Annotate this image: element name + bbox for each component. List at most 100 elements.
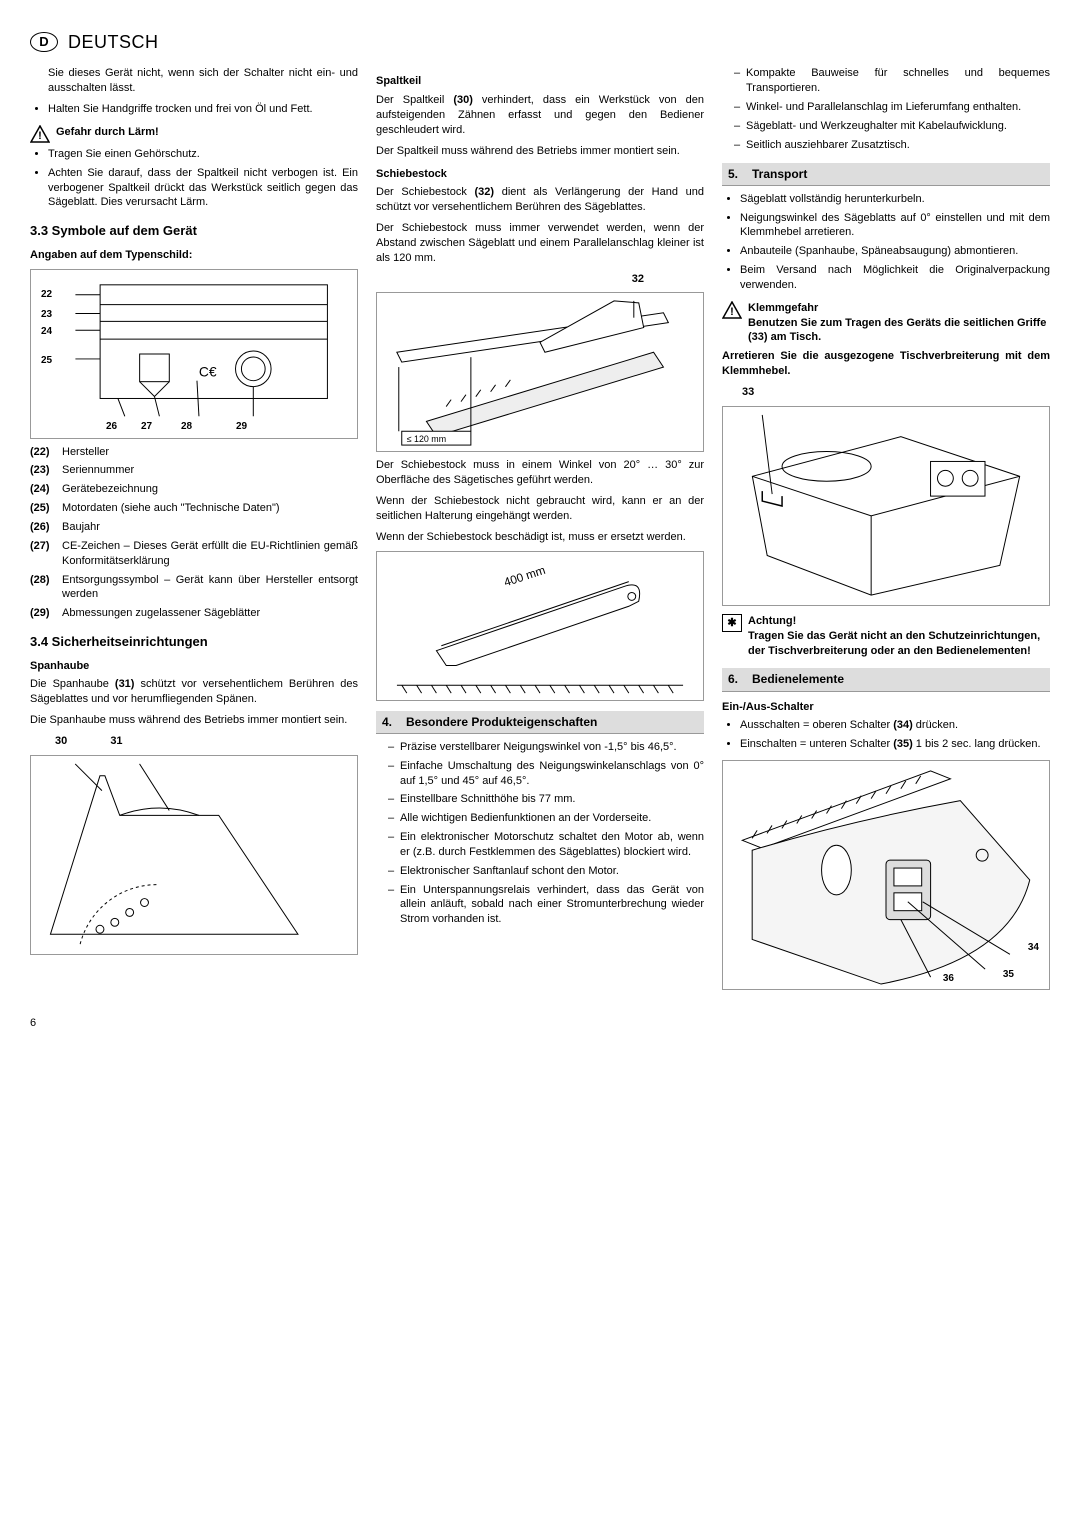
callout: 25 [41, 354, 52, 368]
legend-item: (26)Baujahr [30, 520, 358, 535]
subheading-typenschild: Angaben auf dem Typenschild: [30, 248, 358, 263]
intro-bullets: Halten Sie Handgriffe trocken und frei v… [30, 102, 358, 117]
legend-item: (24)Gerätebezeichnung [30, 482, 358, 497]
callout: 24 [41, 325, 52, 339]
list-item: Tragen Sie einen Gehörschutz. [48, 147, 358, 162]
column-2: Spaltkeil Der Spaltkeil (30) verhindert,… [376, 66, 704, 996]
subheading-einaus: Ein-/Aus-Schalter [722, 700, 1050, 715]
fig2-label-30: 30 [55, 735, 67, 747]
list-item: Sägeblatt vollständig herunterkur­beln. [740, 192, 1050, 207]
callout: 22 [41, 288, 52, 302]
callout: 34 [1028, 941, 1039, 955]
legend-item: (29)Abmessungen zugelassener Sägeblätter [30, 606, 358, 621]
figure-schiebestock-top: ≤ 120 mm [376, 292, 704, 452]
heading-3-3: 3.3 Symbole auf dem Gerät [30, 222, 358, 240]
fig5-label: 33 [742, 385, 1050, 400]
lang-header: D DEUTSCH [30, 30, 1050, 54]
schieb-p1: Der Schiebestock (32) dient als Verlän­g… [376, 185, 704, 215]
figure-transport [722, 406, 1050, 606]
fig3-label: 32 [376, 272, 704, 287]
spaltkeil-p1: Der Spaltkeil (30) verhindert, dass ein … [376, 93, 704, 138]
schieb-p4: Wenn der Schiebestock nicht gebraucht wi… [376, 494, 704, 524]
legend-item: (25)Motordaten (siehe auch "Technische D… [30, 501, 358, 516]
svg-text:≤ 120 mm: ≤ 120 mm [407, 435, 446, 445]
list-item: Elektronischer Sanftanlauf schont den Mo… [388, 864, 704, 879]
klemm-title: Klemmgefahr [748, 302, 818, 314]
column-3: Kompakte Bauweise für schnelles und bequ… [722, 66, 1050, 996]
schieb-p3: Der Schiebestock muss in einem Winkel vo… [376, 458, 704, 488]
section-title: Besondere Produkteigen­schaften [406, 714, 597, 730]
figure-schiebestock-side: 400 mm [376, 551, 704, 701]
section-num: 6. [728, 671, 752, 687]
fig2-label-31: 31 [110, 735, 122, 747]
legend-item: (27)CE-Zeichen – Dieses Gerät erfüllt di… [30, 539, 358, 569]
spanhaube-p1: Die Spanhaube (31) schützt vor verse­hen… [30, 677, 358, 707]
schieb-p5: Wenn der Schiebestock beschädigt ist, mu… [376, 530, 704, 545]
callout: 29 [236, 420, 247, 434]
warning-noise: ! Gefahr durch Lärm! [30, 125, 358, 143]
list-item: Kompakte Bauweise für schnelles und bequ… [734, 66, 1050, 96]
klemm-text: Benutzen Sie zum Tragen des Geräts die s… [748, 317, 1046, 344]
section-4-list: Präzise verstellbarer Neigungswin­kel vo… [376, 740, 704, 927]
attention-star-icon: ✱ [722, 614, 742, 632]
list-item: Ein elektronischer Motorschutz schaltet … [388, 830, 704, 860]
legend-item: (23)Seriennummer [30, 463, 358, 478]
list-item: Achten Sie darauf, dass der Spalt­keil n… [48, 166, 358, 211]
list-item: Präzise verstellbarer Neigungswin­kel vo… [388, 740, 704, 755]
callout: 27 [141, 420, 152, 434]
heading-3-4: 3.4 Sicherheitseinrichtungen [30, 633, 358, 651]
legend-item: (22)Hersteller [30, 445, 358, 460]
warning-noise-list: Tragen Sie einen Gehörschutz. Achten Sie… [30, 147, 358, 210]
section-title: Transport [752, 166, 807, 182]
callout: 36 [943, 972, 954, 986]
subheading-spanhaube: Spanhaube [30, 659, 358, 674]
column-1: Sie dieses Gerät nicht, wenn sich der Sc… [30, 66, 358, 996]
warning-klemm: ! Klemmgefahr Benutzen Sie zum Tragen de… [722, 301, 1050, 346]
svg-text:C€: C€ [199, 363, 217, 379]
section-5-list: Sägeblatt vollständig herunterkur­beln. … [722, 192, 1050, 293]
callout: 23 [41, 308, 52, 322]
warning-triangle-icon: ! [722, 301, 742, 319]
list-item: Ausschalten = oberen Schalter (34) drück… [740, 718, 1050, 733]
subheading-schiebestock: Schiebestock [376, 167, 704, 182]
intro-text-1: Sie dieses Gerät nicht, wenn sich der Sc… [30, 66, 358, 96]
section-6-head: 6. Bedienelemente [722, 668, 1050, 691]
warning-noise-title: Gefahr durch Lärm! [56, 125, 159, 140]
subheading-spaltkeil: Spaltkeil [376, 74, 704, 89]
page-number: 6 [30, 1016, 1050, 1031]
figure-typenschild: C€ 22 23 24 25 26 27 28 29 [30, 269, 358, 439]
spanhaube-p2: Die Spanhaube muss während des Betriebs … [30, 713, 358, 728]
spaltkeil-p2: Der Spaltkeil muss während des Betriebs … [376, 144, 704, 159]
typenschild-legend: (22)Hersteller (23)Seriennummer (24)Gerä… [30, 445, 358, 621]
achtung-text: Tragen Sie das Gerät nicht an den Schutz… [748, 630, 1040, 657]
content-columns: Sie dieses Gerät nicht, wenn sich der Sc… [30, 66, 1050, 996]
list-item: Einfache Umschaltung des Nei­gungswinkel… [388, 759, 704, 789]
lang-badge: D [30, 32, 58, 52]
list-item: Anbauteile (Spanhaube, Späneab­saugung) … [740, 244, 1050, 259]
section-title: Bedienelemente [752, 671, 844, 687]
achtung-title: Achtung! [748, 615, 796, 627]
warning-achtung: ✱ Achtung! Tragen Sie das Gerät nicht an… [722, 614, 1050, 659]
callout: 26 [106, 420, 117, 434]
section-4-list-cont: Kompakte Bauweise für schnelles und bequ… [722, 66, 1050, 152]
callout: 35 [1003, 968, 1014, 982]
svg-text:!: ! [730, 306, 734, 318]
list-item: Neigungswinkel des Sägeblatts auf 0° ein… [740, 211, 1050, 241]
warning-triangle-icon: ! [30, 125, 50, 143]
list-item: Sägeblatt- und Werkzeughalter mit Kabela… [734, 119, 1050, 134]
list-item: Ein Unterspannungsrelais verhindert, das… [388, 883, 704, 928]
klemm-p2: Arretieren Sie die ausgezogene Tischverb… [722, 349, 1050, 379]
legend-item: (28)Entsorgungssymbol – Gerät kann über … [30, 573, 358, 603]
list-item: Seitlich ausziehbarer Zusatztisch. [734, 138, 1050, 153]
section-4-head: 4. Besondere Produkteigen­schaften [376, 711, 704, 734]
lang-title: DEUTSCH [68, 30, 159, 54]
svg-text:!: ! [38, 130, 42, 142]
figure-schalter: 34 35 36 [722, 760, 1050, 990]
svg-text:400 mm: 400 mm [502, 562, 547, 589]
list-item: Alle wichtigen Bedienfunktionen an der V… [388, 811, 704, 826]
callout: 28 [181, 420, 192, 434]
section-5-head: 5. Transport [722, 163, 1050, 186]
list-item: Beim Versand nach Möglichkeit die Origin… [740, 263, 1050, 293]
list-item: Einstellbare Schnitthöhe bis 77 mm. [388, 792, 704, 807]
section-num: 4. [382, 714, 406, 730]
